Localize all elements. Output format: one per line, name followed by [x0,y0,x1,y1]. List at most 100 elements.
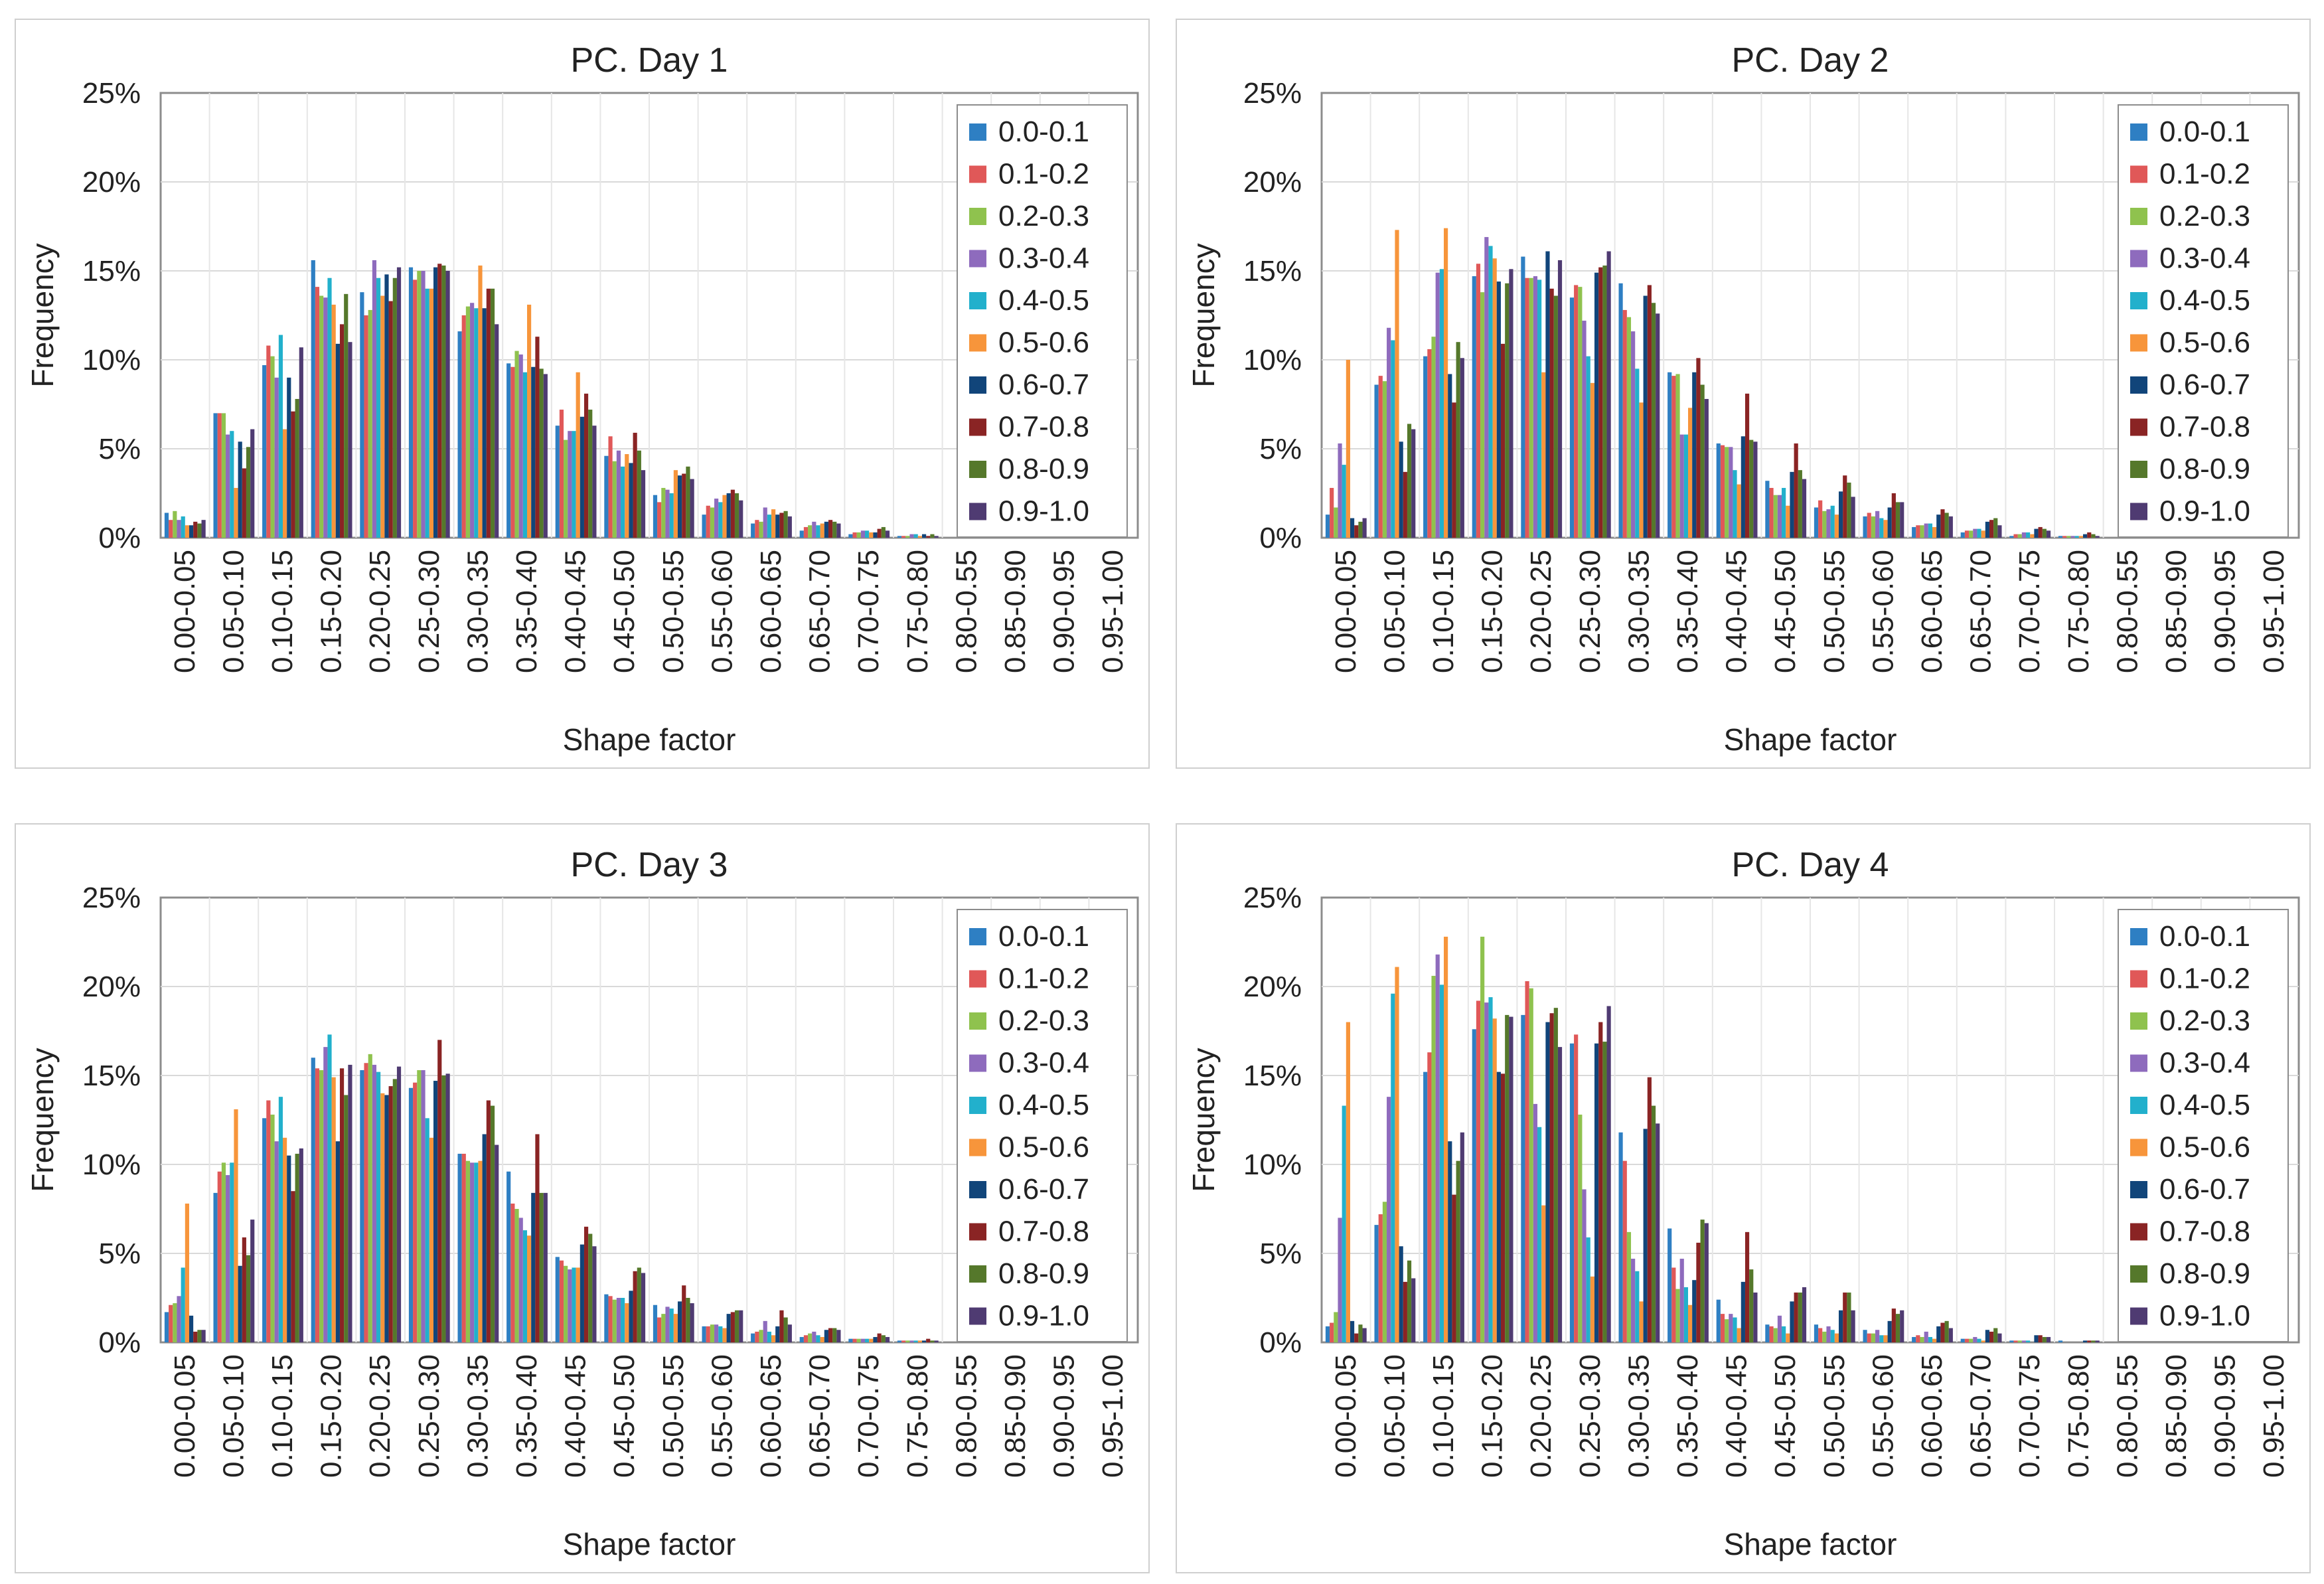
bar-0.4-0.5-0.10-0.15 [1439,269,1444,538]
bar-0.0-0.1-0.15-0.20 [1472,1029,1476,1342]
bar-0.6-0.7-0.20-0.25 [384,1095,389,1342]
bar-0.1-0.2-0.70-0.75 [852,1338,857,1342]
y-tick-label: 20% [1243,971,1302,1003]
bar-0.2-0.3-0.50-0.55 [661,1314,666,1342]
legend-label: 0.0-0.1 [2159,116,2250,148]
y-tick-label: 25% [1243,882,1302,914]
bar-0.3-0.4-0.45-0.50 [616,450,621,538]
bar-0.2-0.3-0.70-0.75 [856,1338,861,1342]
bar-0.6-0.7-0.35-0.40 [531,1192,536,1342]
bar-0.5-0.6-0.00-0.05 [1346,1022,1350,1342]
bar-0.0-0.1-0.15-0.20 [1472,276,1476,538]
bar-0.0-0.1-0.55-0.60 [1863,516,1867,538]
bar-0.1-0.2-0.05-0.10 [217,1171,222,1342]
bar-0.2-0.3-0.65-0.70 [808,1333,813,1342]
legend-swatch [2130,1012,2147,1030]
bar-0.3-0.4-0.40-0.45 [1729,1314,1733,1342]
bar-0.8-0.9-0.30-0.35 [1651,303,1656,538]
bar-0.0-0.1-0.20-0.25 [1521,256,1525,538]
bar-0.2-0.3-0.70-0.75 [2017,534,2022,538]
bar-0.0-0.1-0.55-0.60 [1863,1330,1867,1342]
bar-0.3-0.4-0.75-0.80 [2070,536,2075,538]
bar-0.5-0.6-0.25-0.30 [429,1137,433,1342]
legend-label: 0.7-0.8 [998,411,1089,443]
bar-0.9-1.0-0.10-0.15 [1460,358,1464,538]
y-axis-label: Frequency [1186,1048,1221,1192]
x-tick-label: 0.80-0.55 [950,550,982,673]
bar-0.8-0.9-0.60-0.65 [783,1317,788,1342]
bar-0.0-0.1-0.50-0.55 [1814,1324,1819,1342]
legend-label: 0.5-0.6 [998,327,1089,359]
bar-0.3-0.4-0.65-0.70 [812,521,816,538]
bar-0.8-0.9-0.60-0.65 [783,511,788,538]
bar-0.3-0.4-0.20-0.25 [372,260,377,538]
bar-0.7-0.8-0.05-0.10 [1403,471,1407,538]
bar-0.8-0.9-0.40-0.45 [1749,1269,1754,1342]
bar-0.6-0.7-0.05-0.10 [1399,1246,1403,1342]
bar-0.1-0.2-0.55-0.60 [1867,513,1871,538]
bar-0.2-0.3-0.45-0.50 [612,1299,617,1342]
bar-0.1-0.2-0.40-0.45 [559,1260,564,1342]
bar-0.5-0.6-0.30-0.35 [478,1160,483,1342]
bar-0.9-1.0-0.60-0.65 [1948,516,1953,538]
bar-0.5-0.6-0.35-0.40 [1688,1305,1693,1342]
bar-0.0-0.1-0.55-0.60 [702,1326,706,1342]
bar-0.5-0.6-0.45-0.50 [625,454,629,538]
bar-0.8-0.9-0.00-0.05 [1358,1324,1363,1342]
chart-panel-day-1: PC. Day 1 0% 5% 10% 15% 20% 25% 0.00-0.05 0.05-0… [15,19,1150,769]
bar-0.8-0.9-0.00-0.05 [1358,521,1363,538]
bar-0.5-0.6-0.55-0.60 [722,495,727,538]
legend-swatch [2130,970,2147,988]
x-tick-label: 0.25-0.30 [413,1354,445,1478]
bar-0.3-0.4-0.00-0.05 [1338,1218,1342,1342]
x-tick-label: 0.55-0.60 [1867,550,1899,673]
chart-title: PC. Day 4 [1732,846,1889,884]
bar-0.4-0.5-0.65-0.70 [816,525,820,538]
bar-0.0-0.1-0.05-0.10 [1374,1225,1379,1342]
bar-0.4-0.5-0.45-0.50 [1782,487,1786,538]
bar-0.5-0.6-0.20-0.25 [1541,1205,1546,1342]
legend-swatch [969,250,986,268]
bar-0.0-0.1-0.20-0.25 [360,1069,364,1342]
x-tick-label: 0.85-0.90 [2160,550,2193,673]
bar-0.5-0.6-0.15-0.20 [1492,258,1497,538]
bar-0.2-0.3-0.65-0.70 [1969,1338,1974,1342]
bar-0.8-0.9-0.10-0.15 [295,398,299,538]
bar-0.9-1.0-0.55-0.60 [1900,1310,1904,1342]
chart-day-4: PC. Day 4 0% 5% 10% 15% 20% 25% 0.00-0.05 0.05-0… [1186,846,2300,1561]
bar-0.7-0.8-0.45-0.50 [1794,1292,1798,1342]
bar-0.7-0.8-0.00-0.05 [1354,525,1359,538]
bar-0.1-0.2-0.05-0.10 [217,413,222,538]
legend-label: 0.2-0.3 [2159,1004,2250,1037]
bar-0.0-0.1-0.45-0.50 [604,455,609,538]
bar-0.3-0.4-0.35-0.40 [1679,1259,1684,1342]
bar-0.1-0.2-0.25-0.30 [413,279,418,538]
bar-0.1-0.2-0.25-0.30 [1574,285,1579,538]
bar-0.6-0.7-0.45-0.50 [1790,471,1794,538]
bar-0.6-0.7-0.00-0.05 [1350,518,1355,538]
bar-0.9-1.0-0.15-0.20 [348,1064,352,1342]
bar-0.8-0.9-0.40-0.45 [588,410,593,538]
bar-0.2-0.3-0.55-0.60 [1871,516,1876,538]
legend-label: 0.7-0.8 [2159,1216,2250,1248]
bar-0.1-0.2-0.10-0.15 [266,1100,271,1342]
bar-0.2-0.3-0.35-0.40 [1675,1289,1680,1342]
bar-0.5-0.6-0.60-0.65 [771,509,776,538]
bar-0.6-0.7-0.30-0.35 [482,308,487,538]
bar-0.5-0.6-0.10-0.15 [283,429,287,538]
bar-0.4-0.5-0.30-0.35 [1635,368,1640,538]
bar-0.5-0.6-0.55-0.60 [1883,1335,1888,1342]
legend-swatch [969,1265,986,1283]
x-tick-label: 0.35-0.40 [510,1354,543,1478]
bar-0.2-0.3-0.10-0.15 [1431,337,1436,538]
bar-0.5-0.6-0.65-0.70 [1981,530,1985,538]
bar-0.4-0.5-0.60-0.65 [1928,523,1932,538]
x-tick-label: 0.60-0.65 [1916,1354,1948,1478]
bar-0.9-1.0-0.20-0.25 [396,267,402,538]
x-tick-label: 0.30-0.35 [1622,1354,1655,1478]
legend-label: 0.5-0.6 [2159,327,2250,359]
bar-0.7-0.8-0.15-0.20 [339,1068,345,1342]
bar-0.2-0.3-0.35-0.40 [514,1209,519,1342]
x-tick-label: 0.95-1.00 [1097,550,1129,673]
bar-0.8-0.9-0.25-0.30 [441,265,446,538]
